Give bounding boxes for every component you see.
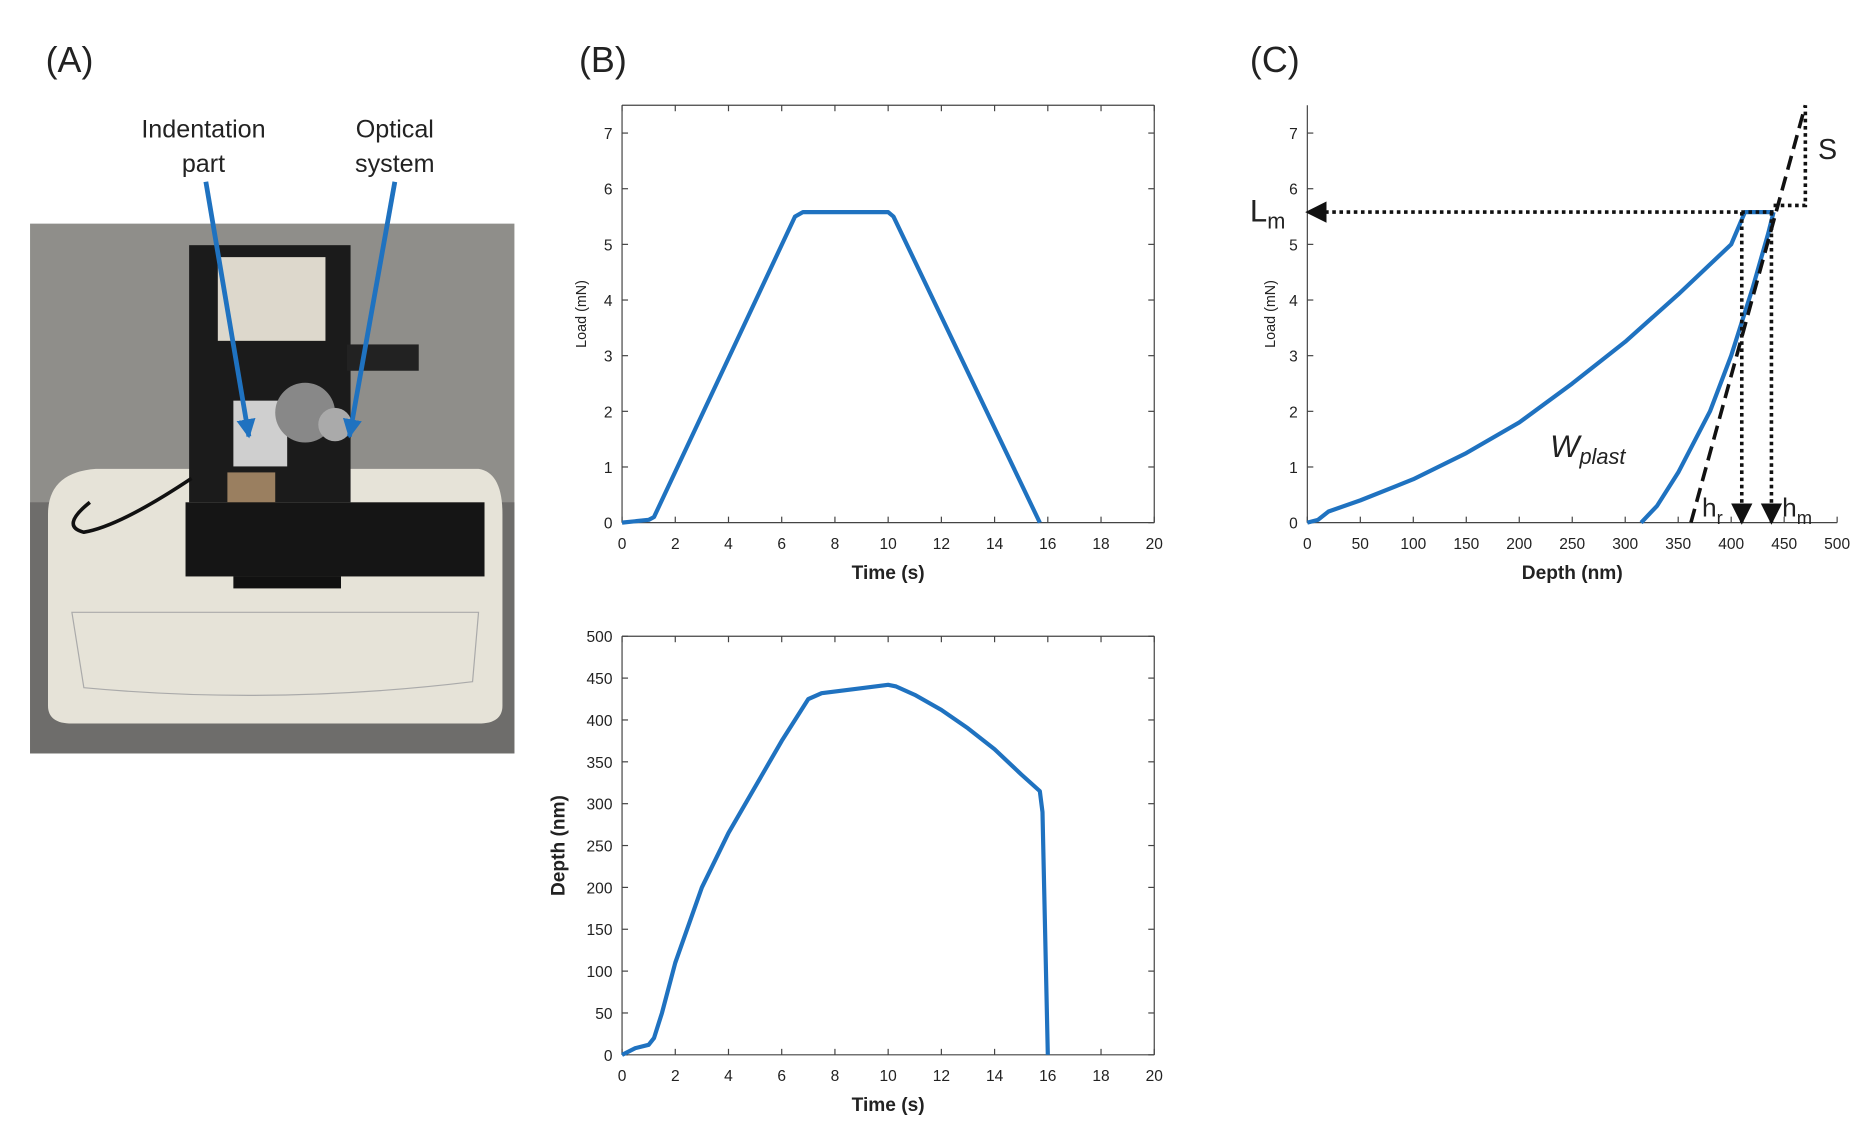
x-tick-label: 20 bbox=[1146, 1068, 1164, 1085]
annotation-sub: m bbox=[1267, 208, 1285, 233]
x-tick-label: 18 bbox=[1092, 1068, 1109, 1085]
y-tick-label: 5 bbox=[604, 237, 613, 254]
y-axis-label: Load (mN) bbox=[574, 280, 590, 348]
x-tick-label: 2 bbox=[671, 1068, 680, 1085]
annotation-sub: r bbox=[1717, 507, 1723, 528]
x-tick-label: 4 bbox=[724, 536, 733, 553]
x-tick-label: 16 bbox=[1039, 1068, 1056, 1085]
data-line bbox=[1639, 211, 1776, 525]
x-tick-label: 4 bbox=[724, 1068, 733, 1085]
annotation-text: S bbox=[1818, 134, 1837, 166]
x-tick-label: 10 bbox=[880, 536, 898, 553]
annotation-sub: m bbox=[1797, 507, 1812, 528]
x-tick-label: 300 bbox=[1612, 536, 1638, 553]
y-tick-label: 150 bbox=[587, 922, 613, 939]
y-tick-label: 1 bbox=[1289, 460, 1298, 477]
y-tick-label: 350 bbox=[587, 755, 613, 772]
annotation-text: L bbox=[1250, 193, 1267, 228]
y-tick-label: 6 bbox=[604, 182, 613, 199]
y-tick-label: 400 bbox=[587, 713, 613, 730]
x-tick-label: 400 bbox=[1718, 536, 1744, 553]
annotation-text: h bbox=[1702, 493, 1717, 523]
photo-annotation: part bbox=[182, 150, 225, 178]
x-tick-label: 8 bbox=[831, 536, 840, 553]
x-tick-label: 8 bbox=[831, 1068, 840, 1085]
panel-label: (C) bbox=[1250, 40, 1300, 80]
data-line bbox=[621, 682, 1050, 1057]
annotation: Lm bbox=[1250, 193, 1285, 233]
panel-label: (A) bbox=[46, 40, 94, 80]
y-tick-label: 50 bbox=[595, 1006, 613, 1023]
y-tick-label: 0 bbox=[604, 516, 613, 533]
x-tick-label: 6 bbox=[777, 1068, 786, 1085]
annotation-text: W bbox=[1550, 429, 1582, 464]
x-axis-label: Time (s) bbox=[852, 1095, 925, 1116]
x-tick-label: 150 bbox=[1453, 536, 1479, 553]
x-tick-label: 2 bbox=[671, 536, 680, 553]
data-line bbox=[621, 210, 1042, 525]
guide-line bbox=[1773, 105, 1808, 208]
x-tick-label: 18 bbox=[1092, 536, 1109, 553]
x-tick-label: 14 bbox=[986, 1068, 1004, 1085]
y-tick-label: 4 bbox=[1289, 293, 1298, 310]
y-axis-label: Depth (nm) bbox=[549, 795, 570, 896]
photo-annotation: system bbox=[355, 150, 435, 178]
y-tick-label: 1 bbox=[604, 460, 613, 477]
y-tick-label: 3 bbox=[1289, 349, 1298, 366]
x-tick-label: 100 bbox=[1400, 536, 1426, 553]
y-tick-label: 4 bbox=[604, 293, 613, 310]
x-tick-label: 250 bbox=[1559, 536, 1585, 553]
annotation: S bbox=[1818, 134, 1837, 166]
y-tick-label: 2 bbox=[1289, 404, 1298, 421]
x-tick-label: 200 bbox=[1506, 536, 1532, 553]
panel-label: (B) bbox=[579, 40, 627, 80]
y-tick-label: 200 bbox=[587, 880, 613, 897]
x-tick-label: 0 bbox=[1303, 536, 1312, 553]
x-tick-label: 450 bbox=[1771, 536, 1797, 553]
photo-annotation: Indentation bbox=[141, 116, 265, 144]
photo bbox=[30, 181, 515, 754]
y-tick-label: 7 bbox=[1289, 126, 1298, 143]
annotation: hr bbox=[1702, 493, 1723, 528]
y-tick-label: 500 bbox=[587, 629, 613, 646]
x-tick-label: 12 bbox=[933, 1068, 950, 1085]
x-tick-label: 20 bbox=[1146, 536, 1164, 553]
y-tick-label: 450 bbox=[587, 671, 613, 688]
x-tick-label: 0 bbox=[618, 1068, 627, 1085]
y-tick-label: 6 bbox=[1289, 182, 1298, 199]
x-axis-label: Time (s) bbox=[852, 563, 925, 584]
annotation-text: h bbox=[1782, 493, 1797, 523]
x-tick-label: 16 bbox=[1039, 536, 1056, 553]
x-tick-label: 500 bbox=[1824, 536, 1850, 553]
annotation: hm bbox=[1782, 493, 1812, 528]
y-axis-label: Load (mN) bbox=[1263, 280, 1279, 348]
y-tick-label: 7 bbox=[604, 126, 613, 143]
y-tick-label: 3 bbox=[604, 349, 613, 366]
annotation-sub: plast bbox=[1578, 444, 1626, 469]
x-tick-label: 10 bbox=[880, 1068, 898, 1085]
x-tick-label: 350 bbox=[1665, 536, 1691, 553]
y-tick-label: 0 bbox=[604, 1048, 613, 1065]
data-line bbox=[1306, 210, 1774, 525]
x-tick-label: 0 bbox=[618, 536, 627, 553]
y-tick-label: 5 bbox=[1289, 237, 1298, 254]
y-tick-label: 300 bbox=[587, 797, 613, 814]
y-tick-label: 250 bbox=[587, 839, 613, 856]
annotation: Wplast bbox=[1550, 429, 1626, 469]
y-tick-label: 2 bbox=[604, 404, 613, 421]
x-tick-label: 6 bbox=[777, 536, 786, 553]
y-tick-label: 0 bbox=[1289, 516, 1298, 533]
x-tick-label: 50 bbox=[1352, 536, 1370, 553]
photo-annotation: Optical bbox=[356, 116, 434, 144]
x-tick-label: 14 bbox=[986, 536, 1004, 553]
x-tick-label: 12 bbox=[933, 536, 950, 553]
y-tick-label: 100 bbox=[587, 964, 613, 981]
guide-line bbox=[1689, 104, 1808, 524]
x-axis-label: Depth (nm) bbox=[1522, 563, 1623, 584]
